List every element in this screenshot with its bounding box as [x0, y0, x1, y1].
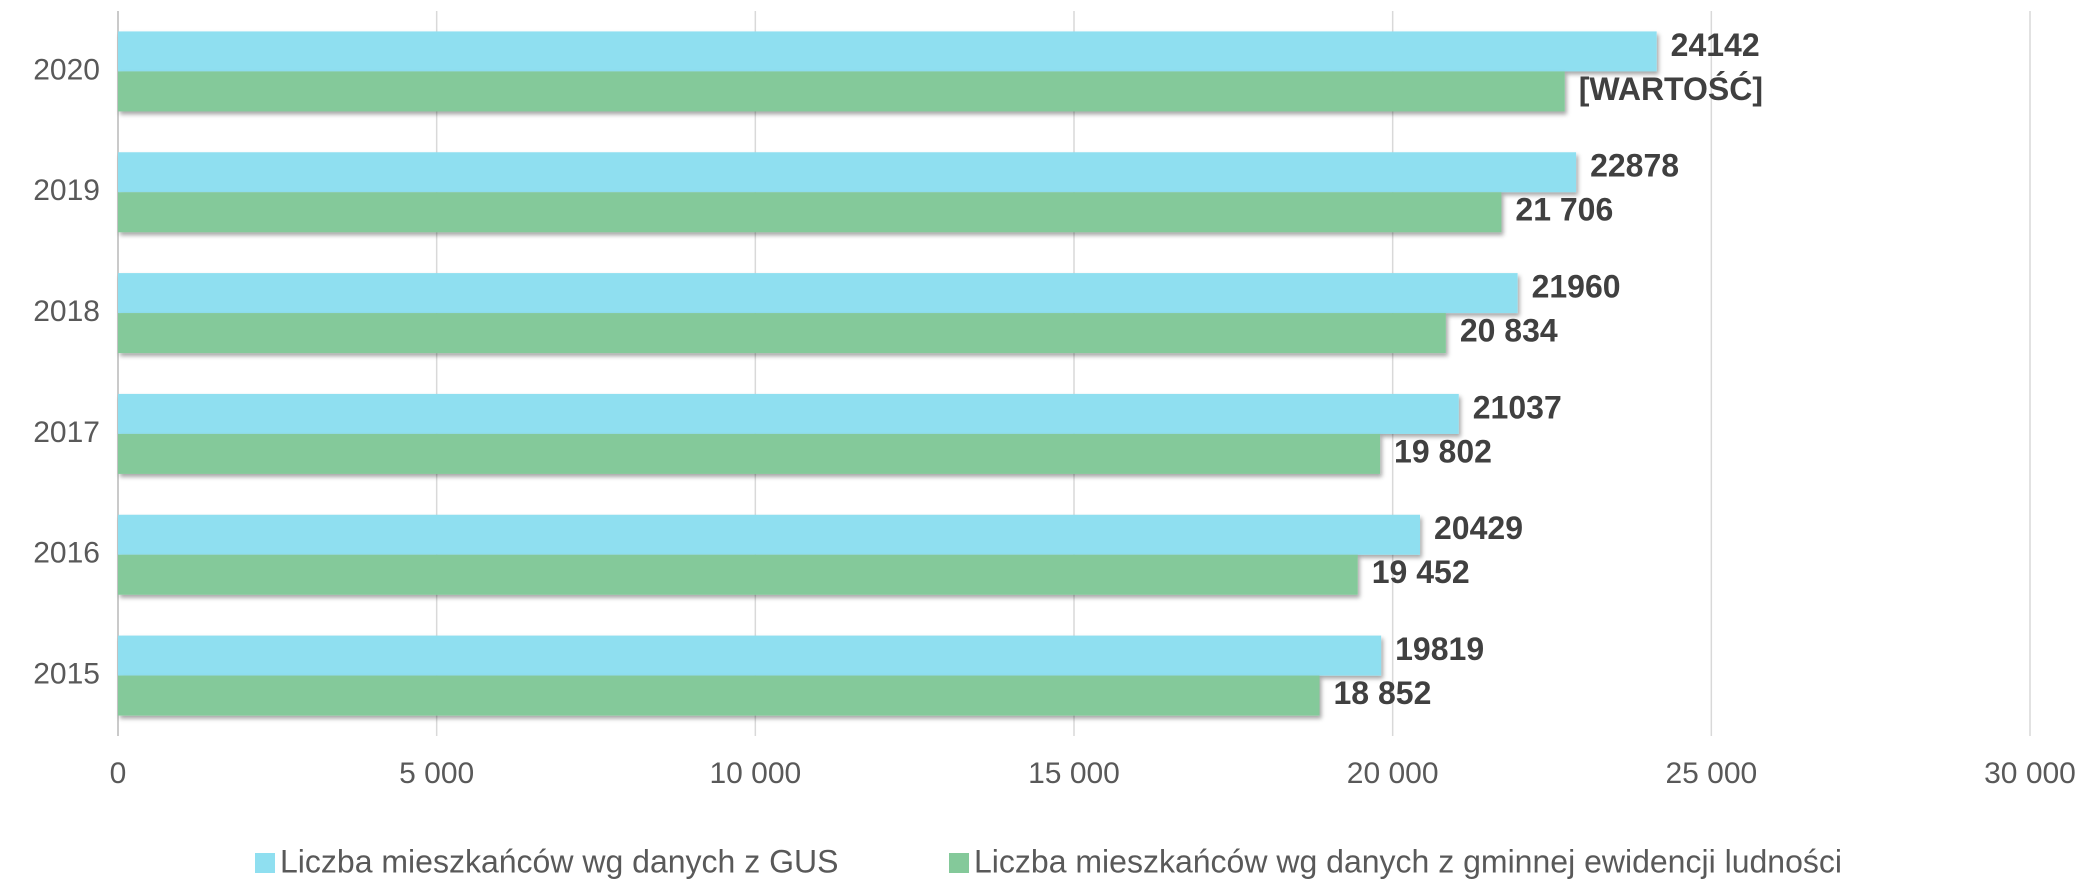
bar	[118, 313, 1446, 354]
data-label: 24142	[1671, 27, 1760, 63]
x-tick-label: 30 000	[1984, 757, 2076, 790]
data-label: 21 706	[1515, 192, 1613, 228]
y-tick-label: 2016	[33, 537, 100, 570]
legend-swatch	[255, 853, 275, 873]
x-tick-label: 0	[110, 757, 127, 790]
data-label: 19819	[1395, 631, 1484, 667]
y-tick-label: 2020	[33, 53, 100, 86]
legend-label: Liczba mieszkańców wg danych z GUS	[280, 843, 838, 879]
bar	[118, 152, 1577, 193]
x-tick-label: 25 000	[1665, 757, 1757, 790]
data-label: 21960	[1532, 269, 1621, 305]
bar	[118, 433, 1381, 474]
x-tick-label: 5 000	[399, 757, 474, 790]
bar	[118, 71, 1565, 112]
data-label: 20429	[1434, 510, 1523, 546]
data-label: 22878	[1590, 148, 1679, 184]
bar	[118, 675, 1320, 716]
y-tick-label: 2015	[33, 658, 100, 691]
data-label: 19 802	[1394, 433, 1492, 469]
bar	[118, 192, 1502, 233]
bar	[118, 31, 1657, 72]
x-tick-label: 10 000	[709, 757, 801, 790]
bar	[118, 554, 1358, 595]
bar	[118, 273, 1518, 314]
y-tick-label: 2019	[33, 174, 100, 207]
bar	[118, 514, 1421, 555]
y-tick-label: 2017	[33, 416, 100, 449]
bar	[118, 635, 1382, 676]
bar	[118, 393, 1459, 434]
data-label: 19 452	[1372, 554, 1470, 590]
x-tick-label: 20 000	[1347, 757, 1439, 790]
legend-label: Liczba mieszkańców wg danych z gminnej e…	[974, 843, 1842, 879]
data-label: 18 852	[1334, 675, 1432, 711]
data-label: [WARTOŚĆ]	[1579, 71, 1763, 107]
data-label: 20 834	[1460, 313, 1558, 349]
x-tick-label: 15 000	[1028, 757, 1120, 790]
y-tick-label: 2018	[33, 295, 100, 328]
legend-swatch	[949, 853, 969, 873]
data-label: 21037	[1473, 389, 1562, 425]
